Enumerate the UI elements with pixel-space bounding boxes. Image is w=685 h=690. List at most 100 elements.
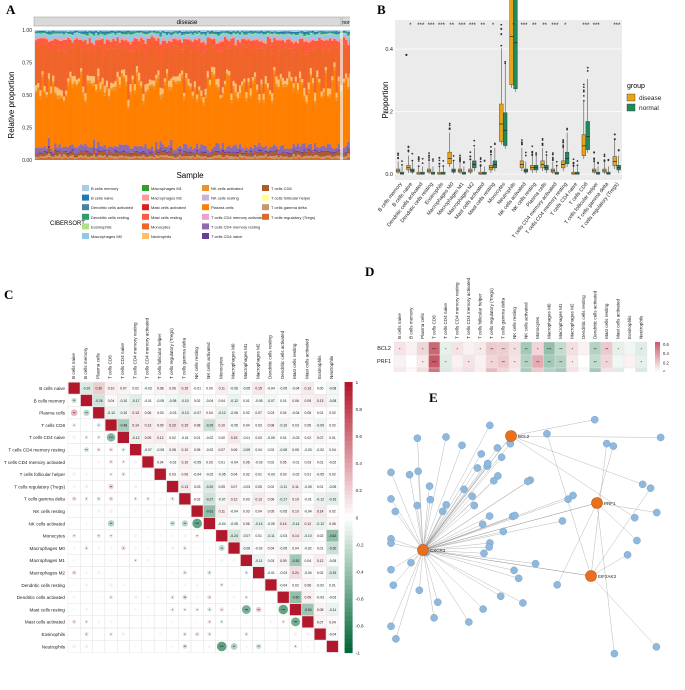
bar-segment xyxy=(311,149,315,153)
network-node xyxy=(483,459,492,468)
coef-cell xyxy=(166,456,179,468)
bar-segment xyxy=(90,147,94,153)
bar-segment xyxy=(86,42,89,44)
bar-segment xyxy=(213,34,216,38)
bar-segment xyxy=(337,41,341,51)
corr-coefficient: 0.01 xyxy=(317,460,324,464)
bar-segment xyxy=(299,151,302,153)
network-edge xyxy=(422,499,431,551)
bar-segment xyxy=(206,157,210,159)
bar-segment xyxy=(253,151,257,153)
bar-segment xyxy=(105,30,109,32)
corr-coefficient: 0.06 xyxy=(145,411,152,415)
bar-segment xyxy=(84,149,87,151)
colorbar-tick: 0.2 xyxy=(663,360,669,365)
bar-segment xyxy=(157,70,160,75)
row-label: T cells CD4 memory activated xyxy=(4,460,66,465)
corr-circle xyxy=(171,571,174,575)
network-edge xyxy=(395,549,424,639)
bar-segment xyxy=(157,30,160,32)
bar-segment xyxy=(77,153,81,156)
bar-segment xyxy=(243,154,246,156)
corr-coefficient: 0.07 xyxy=(317,620,324,624)
corr-circle xyxy=(219,582,224,587)
corr-circle xyxy=(85,423,88,427)
bar-segment xyxy=(172,158,175,160)
coef-cell xyxy=(289,591,302,604)
corr-coefficient: 0.10 xyxy=(108,387,115,391)
bar-segment xyxy=(155,74,158,79)
outlier xyxy=(407,149,410,152)
colorbar-segment xyxy=(344,607,353,613)
corr-star: * xyxy=(184,608,186,612)
bar-segment xyxy=(202,33,205,35)
legend-label: disease xyxy=(639,95,662,102)
bar-segment xyxy=(279,155,283,158)
bar-segment xyxy=(86,156,89,159)
bar-segment xyxy=(253,38,257,41)
diagonal-cell xyxy=(179,493,191,505)
corr-circle xyxy=(170,546,175,550)
bar-segment xyxy=(170,148,173,151)
colorbar-segment xyxy=(344,602,353,608)
corr-circle xyxy=(244,595,249,600)
bar-segment xyxy=(299,37,302,39)
bar-segment xyxy=(309,150,313,152)
bar-segment xyxy=(52,40,55,45)
corr-coefficient: 0.09 xyxy=(305,596,312,600)
bar-segment xyxy=(262,30,265,32)
bar-segment xyxy=(200,35,203,41)
bar-segment xyxy=(219,97,223,100)
heat-cell xyxy=(623,367,636,372)
bar-segment xyxy=(105,32,109,35)
coef-cell xyxy=(154,382,167,394)
corr-circle xyxy=(72,423,77,427)
bar-segment xyxy=(251,154,255,157)
column-label: T cells regulatory (Tregs) xyxy=(169,328,174,379)
corr-coefficient: 0.00 xyxy=(317,387,324,391)
corr-coefficient: -0.52 xyxy=(292,559,300,563)
bar-segment xyxy=(324,30,328,32)
bar-segment xyxy=(236,47,240,93)
network-node xyxy=(478,520,487,529)
coef-cell xyxy=(277,480,290,493)
significance-mark: ** xyxy=(532,23,537,29)
bar-segment xyxy=(226,33,229,35)
bar-segment xyxy=(101,86,104,147)
bar-segment xyxy=(84,143,87,150)
corr-coefficient: 0.04 xyxy=(268,547,275,551)
bar-segment xyxy=(97,33,100,36)
bar-segment xyxy=(189,33,192,34)
bar-segment xyxy=(131,82,134,149)
bar-segment xyxy=(320,38,323,40)
bar-segment xyxy=(202,97,205,103)
bar-segment xyxy=(219,51,223,96)
bar-segment xyxy=(185,31,188,33)
diagonal-cell xyxy=(240,554,252,566)
significance-mark: * xyxy=(409,23,412,29)
bar-segment xyxy=(281,88,285,145)
corr-coefficient: -0.05 xyxy=(279,547,287,551)
legend-label: Macrophages M1 xyxy=(151,186,183,191)
corr-circle xyxy=(306,632,310,636)
bar-segment xyxy=(144,35,147,42)
bar-segment xyxy=(294,35,298,36)
bar-segment xyxy=(335,157,338,160)
bar-segment xyxy=(187,34,190,39)
corr-circle xyxy=(171,534,174,538)
heat-cell xyxy=(635,367,648,372)
bar-segment xyxy=(112,32,115,33)
network-node xyxy=(590,415,599,424)
bar-segment xyxy=(208,32,212,35)
bar-segment xyxy=(56,152,59,157)
bar-segment xyxy=(292,30,295,32)
bar-segment xyxy=(193,49,197,82)
significance-mark: *** xyxy=(438,23,446,29)
outlier xyxy=(582,89,585,92)
bar-segment xyxy=(326,150,330,153)
bar-segment xyxy=(320,30,323,32)
significance-mark: * xyxy=(456,346,458,351)
bar-segment xyxy=(161,33,165,34)
bar-segment xyxy=(266,151,270,154)
bar-segment xyxy=(67,32,70,34)
